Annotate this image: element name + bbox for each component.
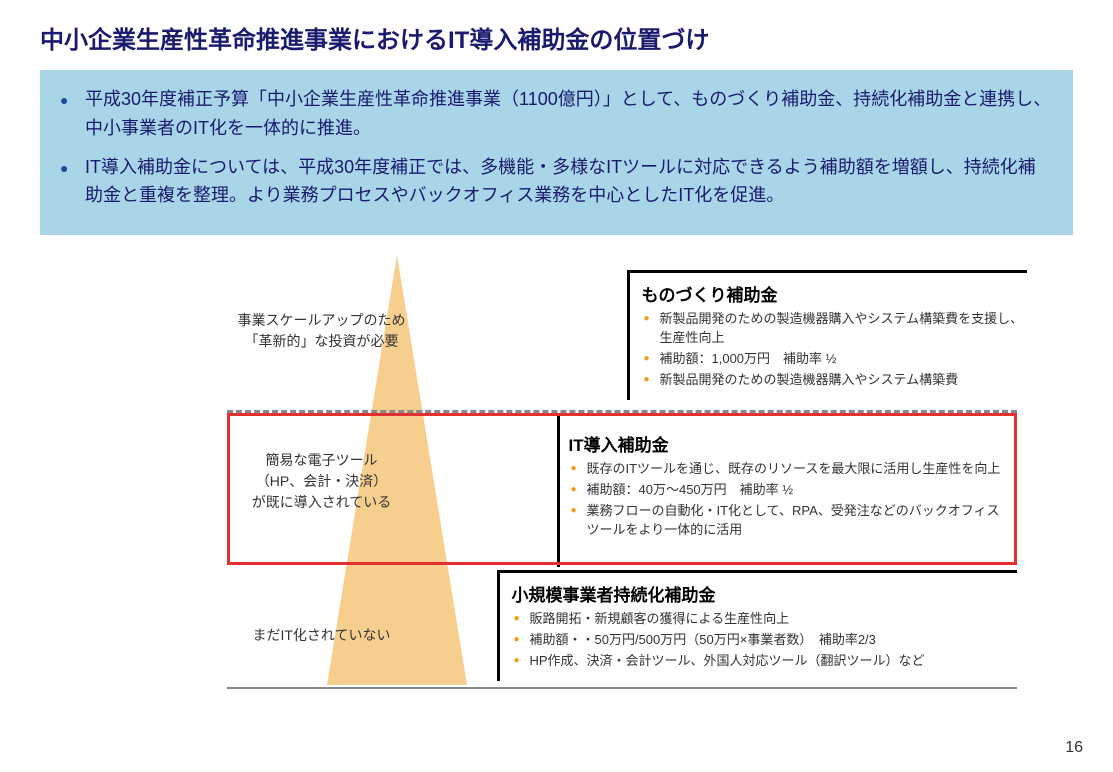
section2-item-1: 既存のITツールを通じ、既存のリソースを最大限に活用し生産性を向上	[569, 460, 1002, 479]
section-monozukuri: ものづくり補助金 新製品開発のための製造機器購入やシステム構築費を支援し、生産性…	[627, 270, 1027, 399]
level-label-mid: 簡易な電子ツール（HP、会計・決済）が既に導入されている	[227, 450, 417, 513]
page-number: 16	[1065, 739, 1083, 757]
divider-dashed	[227, 410, 1017, 413]
section3-item-1: 販路開拓・新規顧客の獲得による生産性向上	[512, 610, 1017, 629]
level-label-top: 事業スケールアップのため「革新的」な投資が必要	[227, 310, 417, 352]
section2-item-3: 業務フローの自動化・IT化として、RPA、受発注などのバックオフィスツールをより…	[569, 502, 1002, 540]
section1-item-1: 新製品開発のための製造機器購入やシステム構築費を支援し、生産性向上	[642, 310, 1027, 348]
bottom-divider	[227, 687, 1017, 689]
level-label-bot: まだIT化されていない	[227, 625, 417, 646]
section1-item-2: 補助額：1,000万円 補助率 ½	[642, 350, 1027, 369]
section3-title: 小規模事業者持続化補助金	[512, 581, 1017, 606]
section2-title: IT導入補助金	[569, 431, 1002, 456]
summary-item-2: IT導入補助金については、平成30年度補正では、多機能・多様なITツールに対応で…	[60, 153, 1053, 211]
section-jizokuka: 小規模事業者持続化補助金 販路開拓・新規顧客の獲得による生産性向上 補助額・・5…	[497, 570, 1017, 681]
summary-box: 平成30年度補正予算「中小企業生産性革命推進事業（1100億円）」として、ものづ…	[40, 70, 1073, 235]
section2-item-2: 補助額：40万～450万円 補助率 ½	[569, 481, 1002, 500]
section1-item-3: 新製品開発のための製造機器購入やシステム構築費	[642, 371, 1027, 390]
section3-item-2: 補助額・・50万円/500万円（50万円×事業者数） 補助率2/3	[512, 631, 1017, 650]
summary-item-1: 平成30年度補正予算「中小企業生産性革命推進事業（1100億円）」として、ものづ…	[60, 85, 1053, 143]
section-it-subsidy: IT導入補助金 既存のITツールを通じ、既存のリソースを最大限に活用し生産性を向…	[557, 423, 1002, 549]
pyramid-diagram: 事業スケールアップのため「革新的」な投資が必要 簡易な電子ツール（HP、会計・決…	[57, 255, 1057, 705]
page-title: 中小企業生産性革命推進事業におけるIT導入補助金の位置づけ	[40, 20, 1073, 55]
section1-title: ものづくり補助金	[642, 281, 1027, 306]
section3-item-3: HP作成、決済・会計ツール、外国人対応ツール（翻訳ツール）など	[512, 652, 1017, 671]
